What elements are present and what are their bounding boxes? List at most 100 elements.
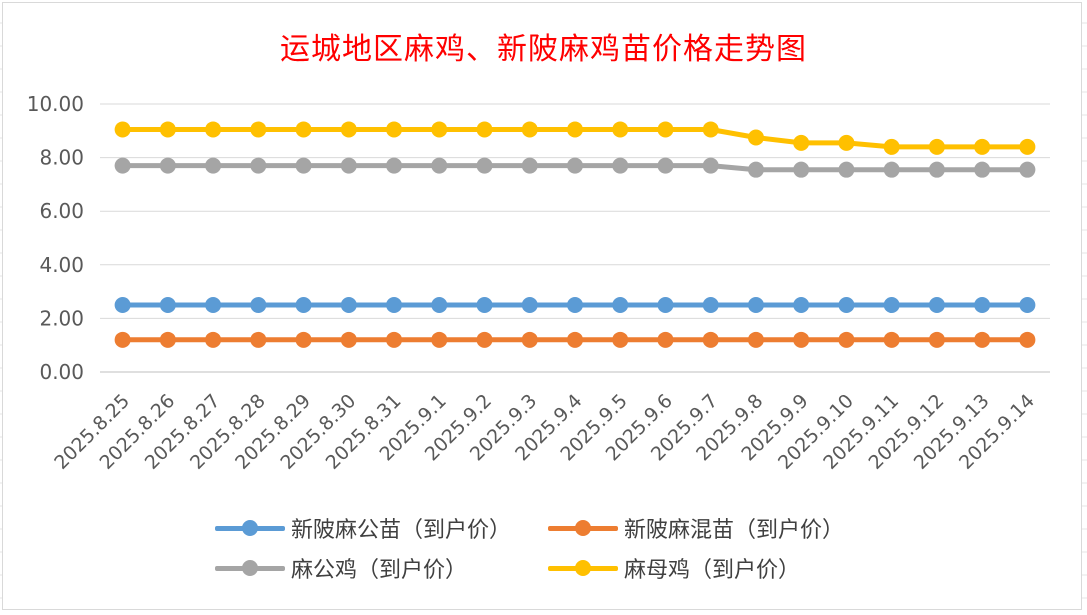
data-point (250, 297, 267, 313)
data-point (747, 331, 764, 348)
data-point (431, 157, 448, 174)
data-point (431, 331, 448, 348)
data-point (612, 331, 629, 348)
data-point (1019, 161, 1036, 178)
data-point (838, 161, 855, 178)
data-point (657, 157, 674, 174)
data-point (1019, 331, 1036, 348)
data-point (114, 297, 131, 313)
data-point (657, 331, 674, 348)
data-point (1019, 138, 1036, 155)
data-point (521, 157, 538, 174)
data-point (567, 297, 583, 313)
data-point (476, 331, 493, 348)
data-point (431, 297, 448, 313)
data-point (883, 138, 900, 155)
data-point (747, 129, 764, 146)
data-point (974, 297, 991, 313)
data-point (928, 138, 945, 155)
data-point (567, 121, 583, 138)
legend-item: 麻公鸡（到户价） (215, 550, 467, 586)
legend-item: 新陂麻公苗（到户价） (215, 510, 511, 546)
legend-item: 新陂麻混苗（到户价） (548, 510, 844, 546)
data-point (386, 331, 403, 348)
legend-label: 新陂麻混苗（到户价） (624, 518, 845, 543)
data-point (340, 331, 357, 348)
legend-swatch (215, 558, 285, 578)
y-tick-label: 4.00 (39, 253, 84, 277)
data-point (793, 297, 810, 313)
legend-swatch (215, 518, 285, 538)
data-point (567, 157, 583, 174)
data-point (838, 331, 855, 348)
data-point (295, 157, 312, 174)
data-point (340, 297, 357, 313)
data-point (431, 121, 448, 138)
data-point (702, 297, 719, 313)
data-point (521, 297, 538, 313)
data-point (928, 297, 945, 313)
data-point (928, 161, 945, 178)
data-point (838, 297, 855, 313)
data-point (205, 121, 222, 138)
data-point (657, 121, 674, 138)
data-point (883, 161, 900, 178)
data-point (702, 121, 719, 138)
legend-label: 麻母鸡（到户价） (624, 558, 801, 583)
data-point (838, 134, 855, 151)
data-point (612, 121, 629, 138)
data-point (1019, 297, 1036, 313)
chart-title: 运城地区麻鸡、新陂麻鸡苗价格走势图 (280, 32, 807, 67)
data-point (250, 157, 267, 174)
data-point (974, 161, 991, 178)
data-point (476, 121, 493, 138)
y-tick-label: 8.00 (39, 146, 84, 170)
y-tick-label: 10.00 (27, 92, 84, 116)
data-point (793, 161, 810, 178)
data-point (114, 157, 131, 174)
data-point (114, 121, 131, 138)
data-point (386, 157, 403, 174)
data-point (159, 121, 176, 138)
data-point (883, 297, 900, 313)
data-point (386, 121, 403, 138)
data-point (295, 331, 312, 348)
data-point (340, 157, 357, 174)
legend-swatch (548, 518, 618, 538)
data-point (159, 297, 176, 313)
data-point (657, 297, 674, 313)
y-tick-label: 0.00 (39, 360, 84, 384)
data-point (928, 331, 945, 348)
data-point (567, 331, 583, 348)
data-point (883, 331, 900, 348)
legend-label: 新陂麻公苗（到户价） (291, 518, 512, 543)
data-point (476, 157, 493, 174)
data-point (974, 138, 991, 155)
data-point (747, 161, 764, 178)
data-point (476, 297, 493, 313)
data-point (793, 331, 810, 348)
data-point (702, 157, 719, 174)
data-point (205, 157, 222, 174)
data-point (612, 297, 629, 313)
data-point (159, 331, 176, 348)
data-point (521, 331, 538, 348)
data-point (250, 121, 267, 138)
data-point (612, 157, 629, 174)
legend-swatch (548, 558, 618, 578)
data-point (159, 157, 176, 174)
data-point (702, 331, 719, 348)
data-point (250, 331, 267, 348)
y-tick-label: 2.00 (39, 306, 84, 330)
y-tick-label: 6.00 (39, 199, 84, 223)
data-point (747, 297, 764, 313)
data-point (205, 331, 222, 348)
data-point (386, 297, 403, 313)
legend-item: 麻母鸡（到户价） (548, 550, 800, 586)
data-point (114, 331, 131, 348)
data-point (521, 121, 538, 138)
data-point (295, 297, 312, 313)
legend-label: 麻公鸡（到户价） (291, 558, 468, 583)
data-point (340, 121, 357, 138)
